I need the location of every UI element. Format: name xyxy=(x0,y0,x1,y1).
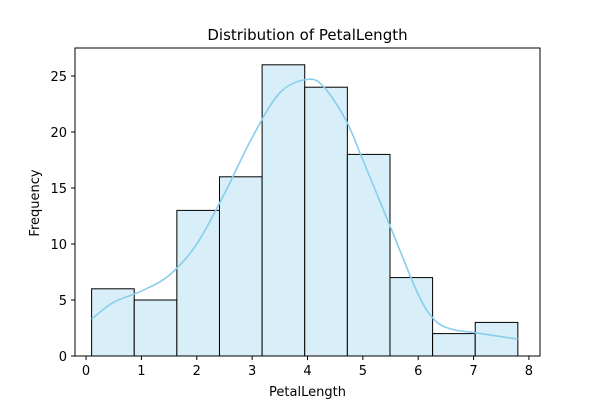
histogram-bar xyxy=(389,277,434,357)
kde-curve xyxy=(91,78,518,340)
histogram-bar xyxy=(218,176,263,357)
x-tick-label: 4 xyxy=(303,364,311,379)
x-tick-label: 7 xyxy=(469,364,477,379)
chart-title: Distribution of PetalLength xyxy=(207,26,407,44)
x-tick-label: 1 xyxy=(137,364,145,379)
x-tick-label: 0 xyxy=(82,364,90,379)
histogram-bar xyxy=(304,86,348,357)
histogram-bar xyxy=(176,209,220,357)
x-tick-label: 2 xyxy=(193,364,201,379)
x-tick-label: 8 xyxy=(525,364,533,379)
y-tick-label: 10 xyxy=(50,238,67,253)
plot-area: 0 1 2 3 4 5 6 7 8 0 5 10 15 20 25 xyxy=(50,47,541,379)
histogram-bar xyxy=(474,321,519,357)
histogram-bar xyxy=(261,64,306,357)
x-tick-label: 5 xyxy=(359,364,367,379)
y-tick-label: 25 xyxy=(50,70,67,85)
histogram-bar xyxy=(133,299,178,357)
histogram-bar xyxy=(346,153,391,357)
y-tick-label: 20 xyxy=(50,126,67,141)
histogram-bar xyxy=(432,333,476,357)
x-tick-label: 6 xyxy=(414,364,422,379)
y-tick-label: 5 xyxy=(59,294,67,309)
y-axis-label: Frequency xyxy=(28,169,43,236)
y-tick-label: 0 xyxy=(59,350,67,365)
x-axis-label: PetalLength xyxy=(269,385,346,400)
y-tick-label: 15 xyxy=(50,182,67,197)
histogram-bar xyxy=(91,288,135,357)
x-tick-label: 3 xyxy=(248,364,256,379)
